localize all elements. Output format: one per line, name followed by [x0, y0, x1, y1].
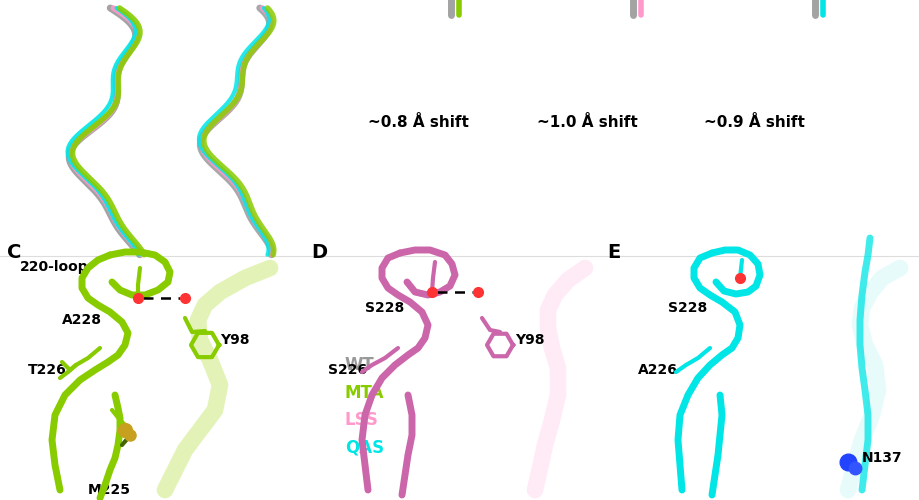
Text: A228: A228	[62, 313, 102, 327]
Text: S228: S228	[667, 301, 707, 315]
Text: QAS: QAS	[345, 438, 384, 456]
Text: Y98: Y98	[515, 333, 544, 347]
Text: ~1.0 Å shift: ~1.0 Å shift	[536, 115, 637, 130]
Text: M225: M225	[88, 483, 130, 497]
Text: D: D	[311, 242, 327, 262]
Text: S226: S226	[328, 363, 367, 377]
Text: MTA: MTA	[345, 384, 384, 402]
Text: A226: A226	[637, 363, 677, 377]
Text: Y98: Y98	[220, 333, 249, 347]
Text: 220-loop: 220-loop	[20, 260, 89, 274]
Text: LSS: LSS	[345, 411, 379, 429]
Text: N137: N137	[861, 451, 902, 465]
Text: WT: WT	[345, 356, 374, 374]
Text: T226: T226	[28, 363, 67, 377]
Text: E: E	[607, 242, 619, 262]
Text: ~0.8 Å shift: ~0.8 Å shift	[368, 115, 469, 130]
Text: C: C	[7, 242, 22, 262]
Text: ~0.9 Å shift: ~0.9 Å shift	[703, 115, 804, 130]
Text: S228: S228	[365, 301, 403, 315]
